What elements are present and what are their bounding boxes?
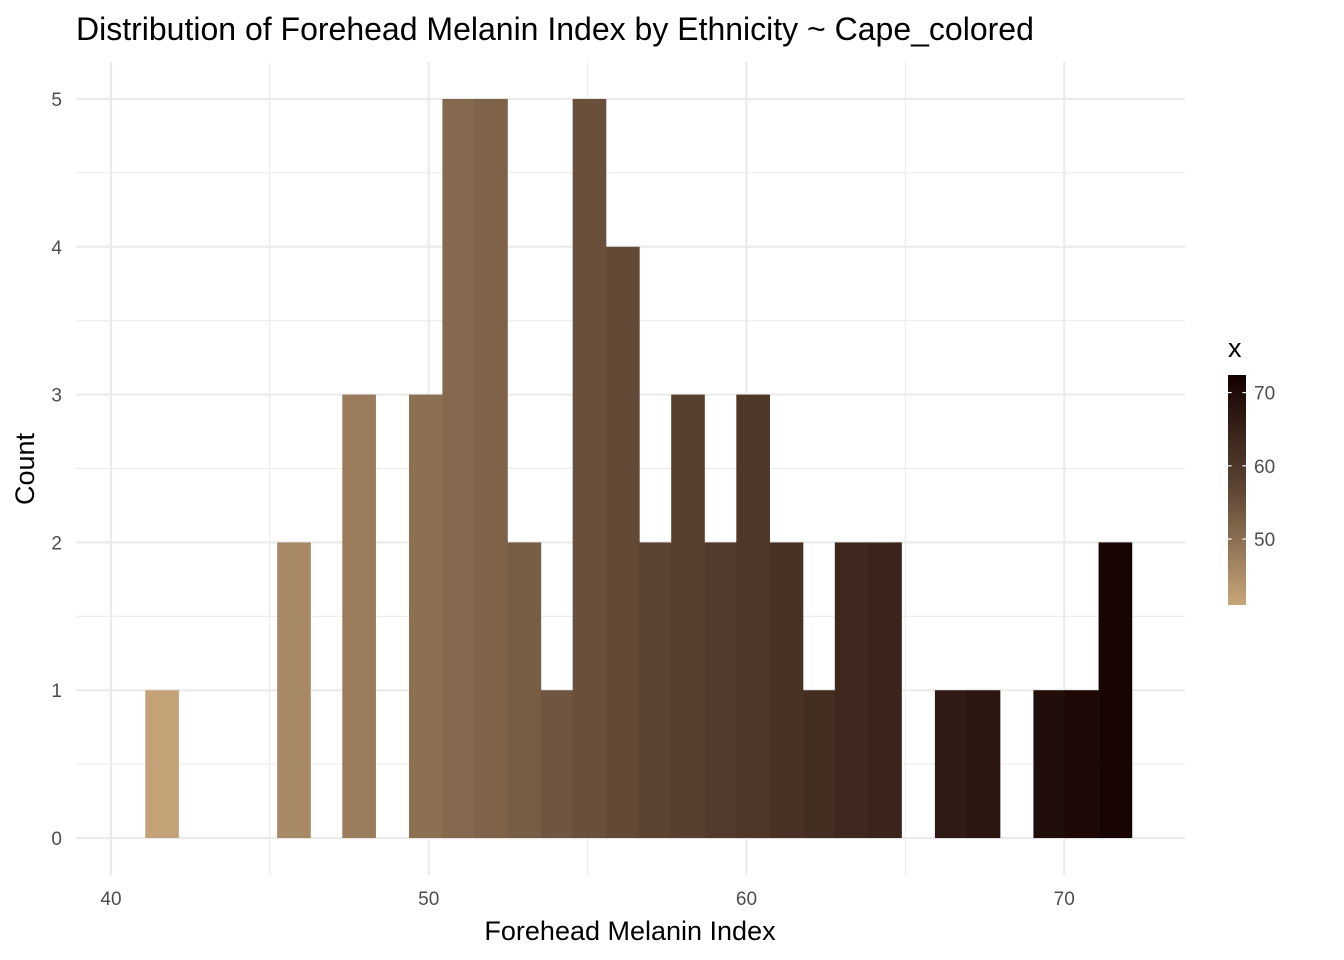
x-tick-label: 50 — [418, 889, 439, 910]
histogram-bar — [868, 542, 902, 839]
histogram-bar — [1065, 690, 1099, 839]
legend-tick-label: 60 — [1254, 457, 1275, 478]
legend-colorbar — [1228, 375, 1246, 605]
histogram-bar — [474, 98, 508, 839]
x-axis-ticks: 40 50 60 70 — [100, 889, 1074, 910]
histogram-bar — [639, 542, 674, 839]
histogram-bar — [671, 394, 705, 839]
legend-tick-label: 70 — [1254, 384, 1275, 405]
y-tick-label: 5 — [51, 90, 62, 111]
histogram-bar — [540, 690, 575, 839]
histogram-bar — [704, 542, 739, 839]
y-tick-label: 1 — [51, 681, 62, 702]
histogram-bar — [736, 394, 770, 839]
y-axis-title: Count — [10, 432, 40, 505]
y-tick-label: 2 — [51, 533, 62, 554]
histogram-bar — [277, 542, 311, 839]
x-axis-title: Forehead Melanin Index — [484, 916, 776, 946]
histogram-bar — [342, 394, 376, 839]
x-tick-label: 40 — [100, 889, 121, 910]
histogram-bar — [442, 98, 477, 839]
histogram-bar — [572, 98, 607, 839]
bars — [145, 98, 1133, 839]
x-tick-label: 70 — [1054, 889, 1075, 910]
y-tick-label: 0 — [51, 829, 62, 850]
histogram-bar — [803, 690, 837, 839]
histogram-bar — [966, 690, 1001, 839]
histogram-bar — [769, 542, 804, 839]
histogram-bar — [145, 690, 179, 839]
color-legend: x 50 60 70 — [1228, 333, 1275, 605]
legend-tick-label: 50 — [1254, 530, 1275, 551]
y-tick-label: 3 — [51, 386, 62, 407]
x-tick-label: 60 — [736, 889, 757, 910]
histogram-bar — [606, 246, 640, 839]
histogram-bar — [409, 394, 443, 839]
histogram-bar — [834, 542, 869, 839]
y-tick-label: 4 — [51, 238, 62, 259]
legend-title: x — [1228, 333, 1242, 363]
histogram-bar — [1033, 690, 1068, 839]
chart-title: Distribution of Forehead Melanin Index b… — [76, 11, 1034, 47]
histogram-bar — [934, 690, 969, 839]
y-axis-ticks: 0 1 2 3 4 5 — [51, 90, 62, 850]
histogram-bar — [1098, 542, 1133, 839]
histogram-bar — [507, 542, 542, 839]
